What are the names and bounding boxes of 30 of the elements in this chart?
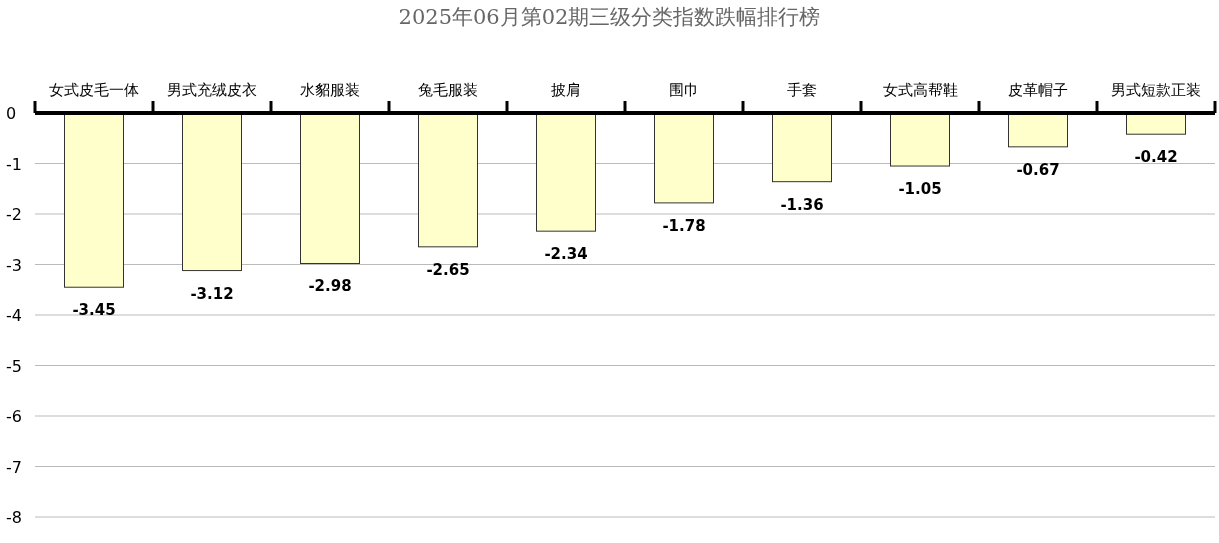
x-tick-label: 手套: [787, 81, 817, 99]
y-tick-label: -2: [6, 205, 22, 224]
y-tick-label: -5: [6, 356, 22, 376]
x-tick-label: 女式皮毛一体: [49, 81, 139, 99]
x-tick-label: 兔毛服装: [418, 81, 478, 99]
y-tick-label: -6: [6, 407, 22, 426]
data-label: -2.65: [426, 260, 470, 279]
y-tick-label: -8: [6, 508, 22, 527]
data-label: -1.36: [780, 195, 824, 214]
chart-title: 2025年06月第02期三级分类指数跌幅排行榜: [398, 5, 821, 29]
y-tick-label: -1: [6, 154, 22, 174]
x-tick-label: 披肩: [551, 81, 581, 99]
x-tick-label: 女式高帮鞋: [882, 81, 958, 99]
data-label: -0.67: [1016, 160, 1060, 179]
data-label: -1.05: [898, 180, 942, 199]
y-tick-label: -7: [6, 457, 22, 477]
y-tick-label: -4: [6, 306, 22, 325]
data-label: -2.34: [544, 245, 588, 264]
x-tick-label: 男式充绒皮衣: [167, 81, 257, 99]
x-tick-label: 男式短款正装: [1111, 81, 1201, 99]
x-tick-label: 水貂服装: [300, 81, 360, 99]
data-label: -0.42: [1134, 148, 1178, 167]
x-tick-label: 皮革帽子: [1008, 81, 1068, 99]
data-label: -1.78: [662, 216, 706, 235]
data-label: -3.12: [190, 284, 234, 303]
data-label: -3.45: [72, 301, 116, 320]
y-tick-label: -3: [6, 255, 22, 275]
y-tick-label: 0: [6, 104, 17, 123]
data-label: -2.98: [308, 277, 352, 296]
x-tick-label: 围巾: [669, 81, 699, 99]
